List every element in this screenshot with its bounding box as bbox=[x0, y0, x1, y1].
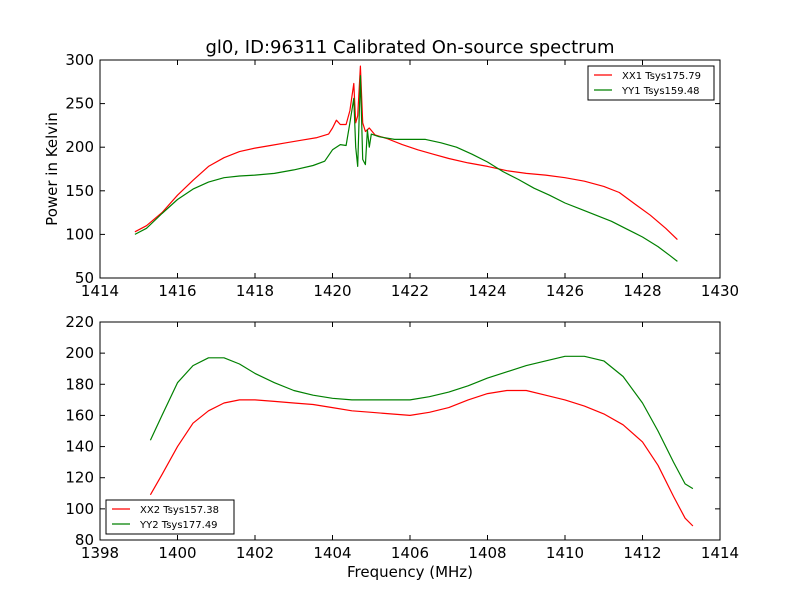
plot2-x-tick-label: 1402 bbox=[236, 544, 274, 562]
plot1-y-tick-label: 250 bbox=[65, 95, 94, 113]
plot2-x-tick-label: 1404 bbox=[313, 544, 351, 562]
plot1-y-tick-label: 100 bbox=[65, 225, 94, 243]
chart-title: gl0, ID:96311 Calibrated On-source spect… bbox=[205, 37, 614, 58]
top-spectrum-plot: 1414 1416 1418 1420 1422 1424 1426 1428 1430 50 10… bbox=[43, 51, 739, 300]
plot2-y-tick-label: 200 bbox=[65, 344, 94, 362]
plot1-x-tick-label: 1414 bbox=[81, 282, 119, 300]
plot1-x-tick-label: 1422 bbox=[391, 282, 429, 300]
plot1-legend-box bbox=[587, 65, 715, 101]
plot2-series-line-2 bbox=[149, 355, 694, 490]
plot1-x-tick-label: 1424 bbox=[468, 282, 506, 300]
plot2-x-tick-label: 1410 bbox=[546, 544, 584, 562]
bottom-spectrum-plot: 1398 1400 1402 1404 1406 1408 1410 1412 1414 80 10… bbox=[65, 313, 739, 581]
plot1-y-tick-label: 200 bbox=[65, 138, 94, 156]
plot1-y-tick-label: 50 bbox=[75, 269, 94, 287]
plot1-series-line-1 bbox=[134, 65, 678, 241]
plot1-y-axis-label: Power in Kelvin bbox=[43, 112, 61, 226]
plot1-y-tick-label: 150 bbox=[65, 182, 94, 200]
plot2-series-line-1 bbox=[149, 389, 694, 527]
plot2-y-tick-label: 160 bbox=[65, 406, 94, 424]
plot2-y-tick-label: 100 bbox=[65, 500, 94, 518]
plot1-x-tick-label: 1426 bbox=[546, 282, 584, 300]
plot2-legend-label: YY2 Tsys177.49 bbox=[139, 520, 218, 531]
plot1-series-line-2 bbox=[134, 75, 678, 262]
plot1-y-tick-label: 300 bbox=[65, 51, 94, 69]
plot2-x-tick-label: 1408 bbox=[468, 544, 506, 562]
plot2-x-tick-label: 1406 bbox=[391, 544, 429, 562]
plot1-x-tick-label: 1428 bbox=[623, 282, 661, 300]
plot2-x-tick-label: 1400 bbox=[158, 544, 196, 562]
plot2-x-tick-label: 1398 bbox=[81, 544, 119, 562]
plot1-legend-label: XX1 Tsys175.79 bbox=[622, 71, 701, 82]
plot1-x-tick-label: 1420 bbox=[313, 282, 351, 300]
plot1-x-tick-label: 1430 bbox=[701, 282, 739, 300]
plot1-legend-label: YY1 Tsys159.48 bbox=[621, 86, 700, 97]
plot2-legend-label: XX2 Tsys157.38 bbox=[140, 505, 219, 516]
plot2-x-tick-label: 1412 bbox=[623, 544, 661, 562]
plot2-x-tick-label: 1414 bbox=[701, 544, 739, 562]
plot1-x-tick-label: 1418 bbox=[236, 282, 274, 300]
plot2-y-tick-label: 140 bbox=[65, 438, 94, 456]
plot2-y-tick-label: 180 bbox=[65, 375, 94, 393]
plot2-y-tick-label: 120 bbox=[65, 469, 94, 487]
plot2-y-tick-label: 80 bbox=[75, 531, 94, 549]
plot2-y-tick-label: 220 bbox=[65, 313, 94, 331]
plot2-x-axis-label: Frequency (MHz) bbox=[347, 563, 473, 581]
plot2-legend-box bbox=[105, 499, 235, 535]
plot1-x-tick-label: 1416 bbox=[158, 282, 196, 300]
